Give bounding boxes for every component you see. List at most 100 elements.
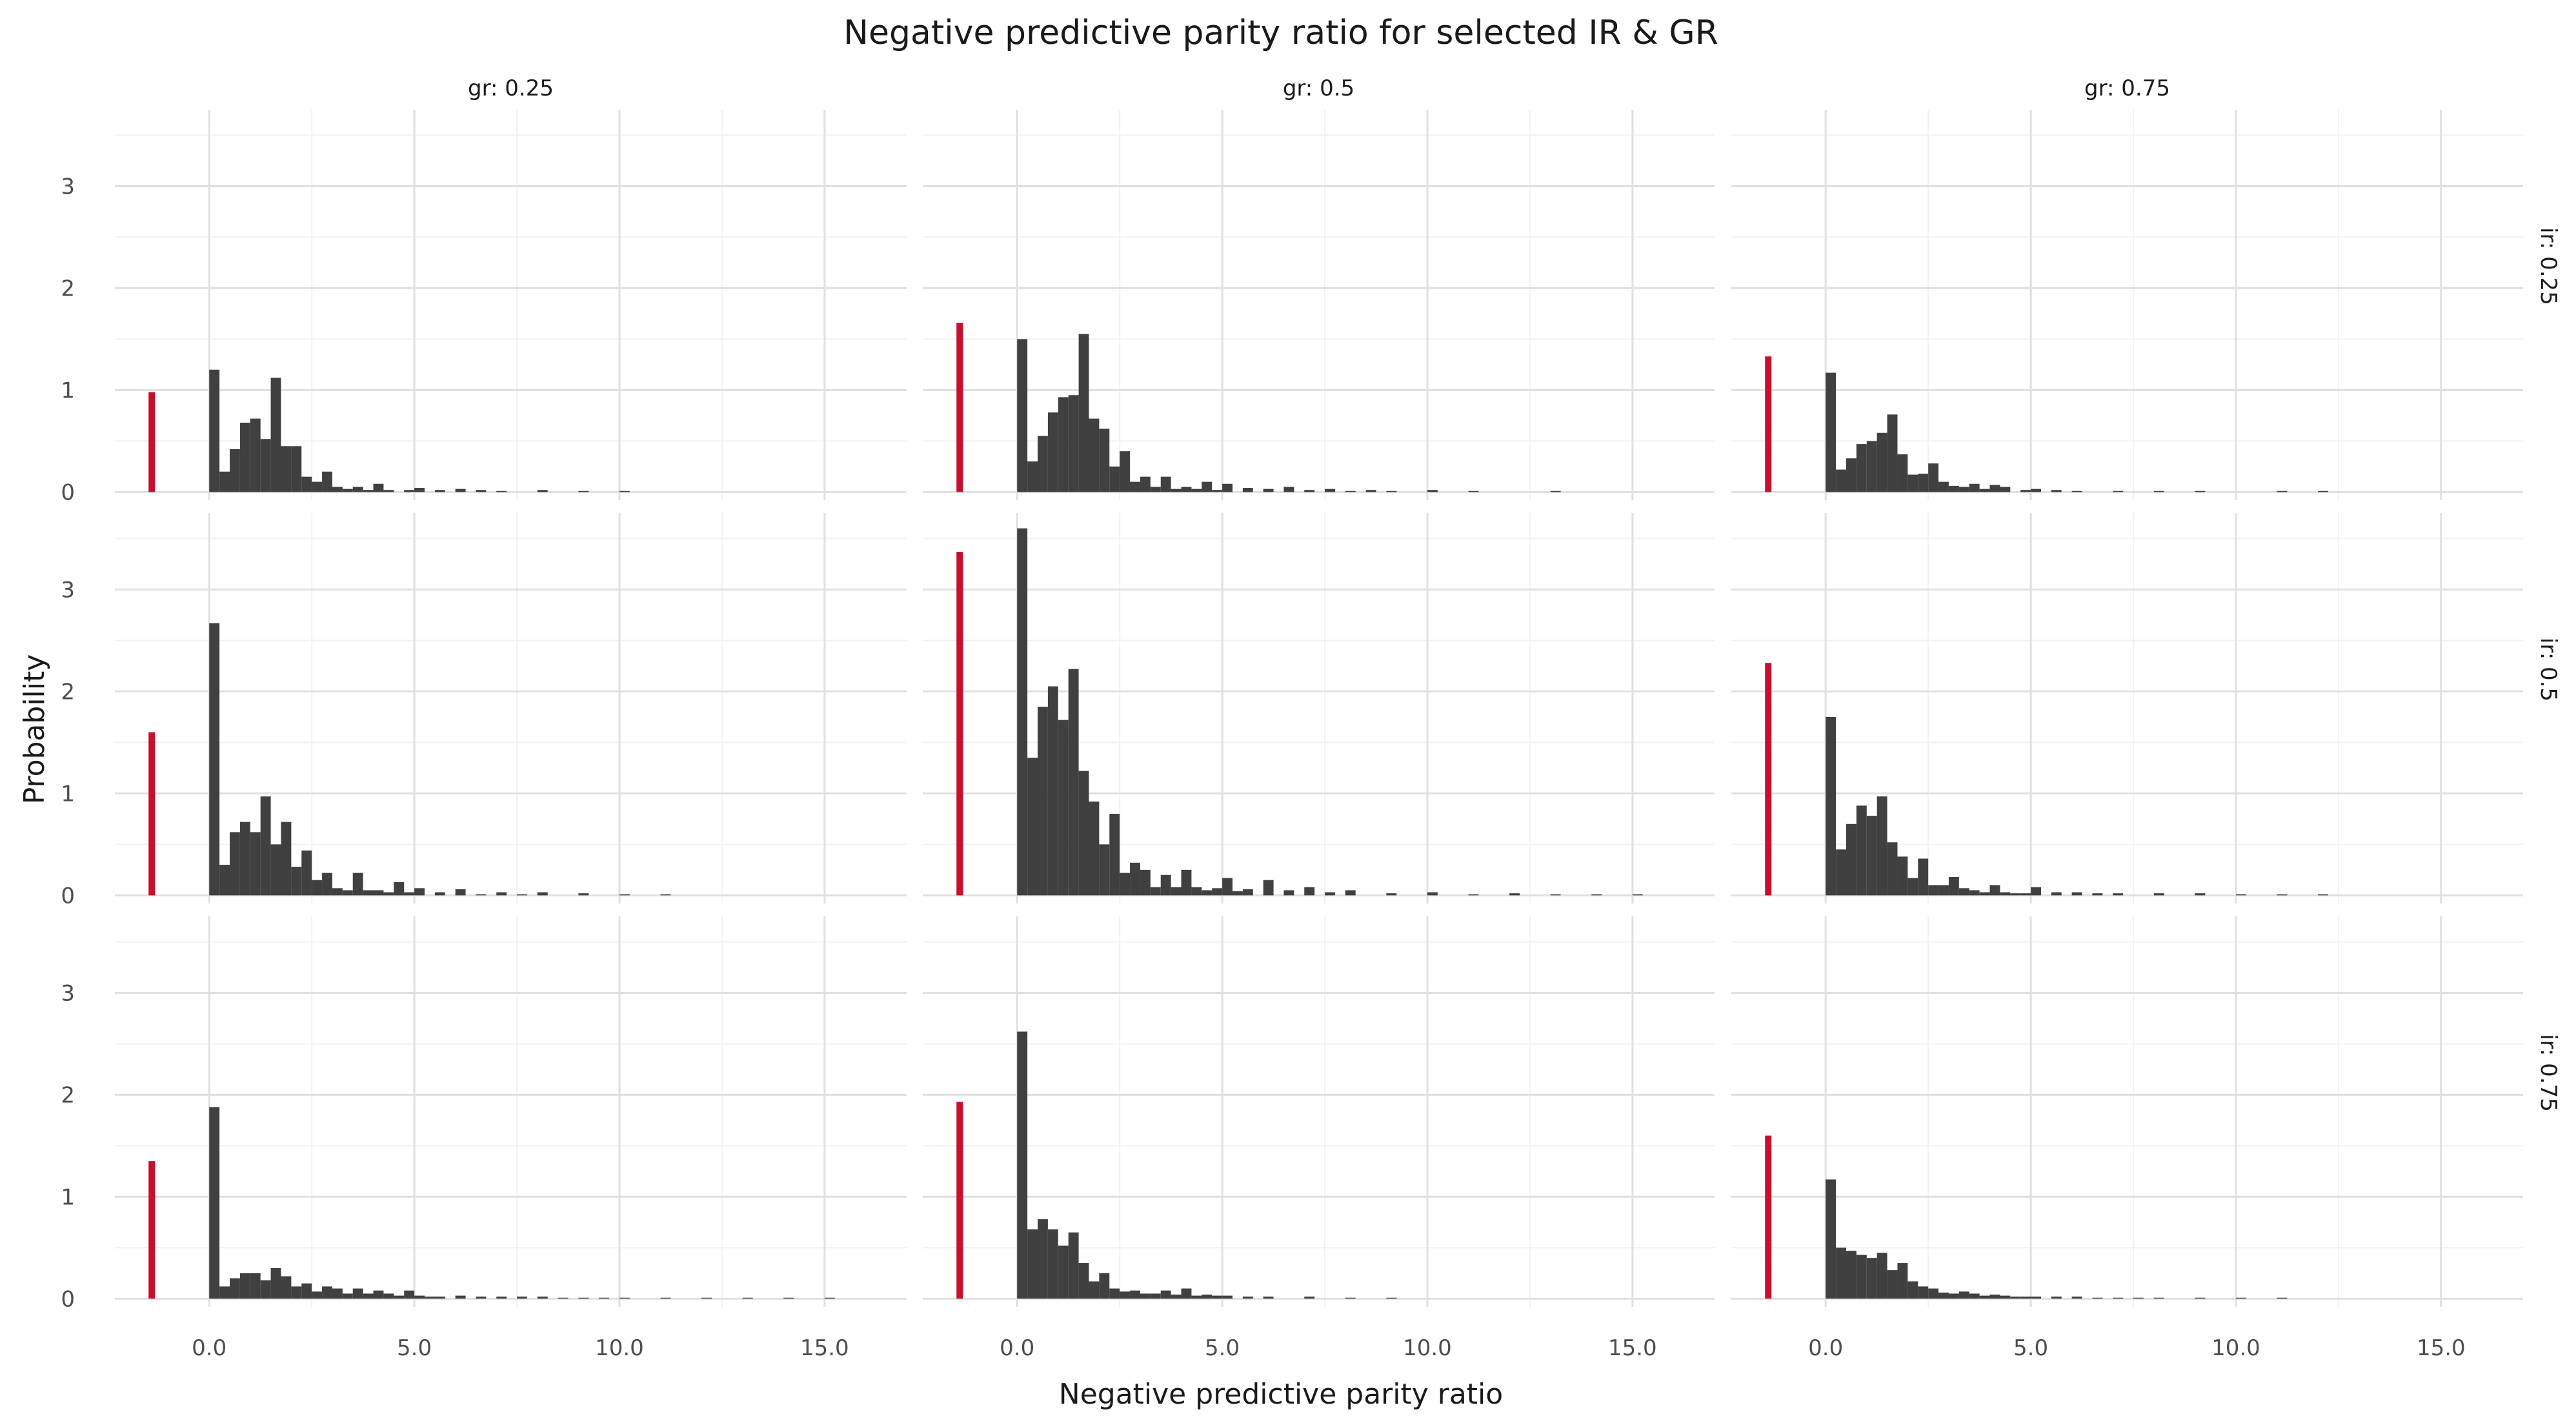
histogram-bar (2277, 1297, 2288, 1299)
histogram-bar (1958, 1291, 1969, 1299)
histogram-bar (1027, 461, 1038, 492)
histogram-bar (1171, 1295, 1182, 1299)
y-tick-label: 3 (61, 980, 75, 1006)
histogram-bar (1191, 1295, 1202, 1299)
histogram-bar (660, 1297, 671, 1299)
histogram-bar (1242, 488, 1253, 492)
histogram-bar (373, 890, 384, 896)
histogram-bar (1263, 489, 1274, 492)
histogram-bar (1181, 1288, 1192, 1299)
histogram-bar (394, 1295, 405, 1299)
histogram-bar (250, 418, 261, 492)
histogram-bar (619, 894, 630, 896)
histogram-bar (1078, 771, 1089, 896)
histogram-bar (1099, 844, 1110, 896)
histogram-bar (455, 889, 466, 896)
histogram-bar (1550, 490, 1561, 492)
histogram-bar (291, 446, 302, 492)
histogram-bar (1068, 395, 1079, 492)
histogram-bar (1989, 485, 2000, 492)
x-tick-label: 0.0 (192, 1335, 226, 1361)
observed-value-bar (956, 552, 963, 896)
histogram-bar (1222, 483, 1233, 492)
histogram-bar (1907, 1281, 1918, 1299)
histogram-bar (1969, 1293, 1980, 1299)
histogram-bar (2318, 490, 2329, 492)
histogram-bar (219, 864, 230, 896)
histogram-bar (1283, 890, 1294, 896)
column-strip-label: gr: 0.25 (468, 76, 554, 101)
histogram-bar (1989, 885, 2000, 896)
histogram-bar (1877, 1253, 1887, 1299)
histogram-bar (404, 1290, 415, 1299)
x-tick-label: 0.0 (1808, 1335, 1843, 1361)
histogram-bar (239, 1273, 250, 1299)
histogram-bar (1345, 1297, 1356, 1299)
histogram-bar (2000, 487, 2011, 492)
histogram-bar (270, 844, 281, 896)
histogram-bar (1948, 876, 1959, 896)
histogram-bar (517, 894, 527, 896)
histogram-bar (2153, 893, 2164, 896)
facet-strips: gr: 0.25 gr: 0.5 gr: 0.75 ir: 0.25 ir: 0.5 ir… (468, 76, 2561, 1112)
histogram-bar (1120, 451, 1131, 492)
histogram-bar (2318, 894, 2329, 896)
histogram-bar (578, 490, 589, 492)
column-strip-label: gr: 0.75 (2084, 76, 2170, 101)
histogram-bar (1140, 476, 1151, 492)
x-tick-label: 10.0 (2211, 1335, 2260, 1361)
histogram-bar (2051, 892, 2062, 896)
histogram-bar (1836, 469, 1847, 492)
histogram-bar (1017, 1031, 1028, 1299)
histogram-bar (219, 471, 230, 492)
histogram-bar (230, 449, 240, 492)
histogram-bar (1068, 1232, 1079, 1299)
histogram-bar (2020, 1297, 2031, 1299)
facet-panel (923, 916, 1715, 1307)
histogram-bar (1038, 436, 1048, 492)
histogram-bar (1928, 885, 1939, 896)
histogram-bar (537, 892, 548, 896)
histogram-bar (1263, 1297, 1274, 1299)
histogram-bar (2031, 1297, 2041, 1299)
facet-panel (923, 513, 1715, 903)
histogram-bar (332, 1288, 343, 1299)
histogram-bar (2051, 490, 2062, 492)
row-strip-label: ir: 0.5 (2535, 638, 2561, 701)
histogram-bar (383, 490, 394, 492)
facet-panel (115, 513, 907, 903)
histogram-bar (1160, 874, 1171, 896)
histogram-bar (312, 1291, 323, 1299)
histogram-bar (281, 446, 292, 492)
histogram-bar (1202, 481, 1213, 492)
histogram-bar (1181, 487, 1192, 492)
y-axis-title: Probability (18, 654, 51, 805)
histogram-bar (1846, 458, 1857, 492)
histogram-bar (1468, 894, 1479, 896)
y-tick-label: 2 (61, 276, 75, 301)
observed-value-bar (148, 392, 156, 492)
histogram-bar (1928, 463, 1939, 492)
histogram-bar (2195, 490, 2206, 492)
histogram-bar (1150, 487, 1161, 492)
histogram-bar (1856, 444, 1867, 492)
histogram-bar (383, 892, 394, 896)
histogram-bar (1017, 339, 1028, 492)
histogram-bar (1826, 372, 1836, 492)
histogram-bar (2235, 1297, 2246, 1299)
histogram-bar (332, 888, 343, 896)
histogram-bar (363, 890, 374, 896)
histogram-bar (1171, 489, 1182, 492)
observed-value-bar (956, 1102, 963, 1299)
facet-panel (1731, 513, 2523, 903)
histogram-bar (1058, 397, 1069, 492)
histogram-bar (250, 832, 261, 896)
histogram-bar (496, 490, 507, 492)
histogram-bar (1109, 466, 1120, 492)
histogram-bar (1550, 894, 1561, 896)
histogram-bar (2153, 1297, 2164, 1299)
histogram-bar (1150, 887, 1161, 896)
histogram-bar (414, 1295, 425, 1299)
